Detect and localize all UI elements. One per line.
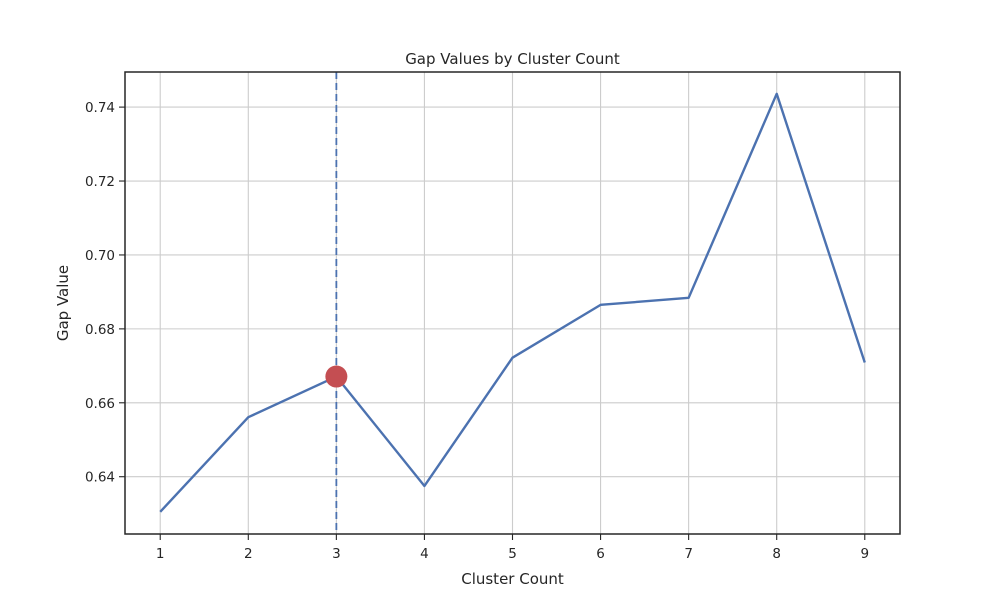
x-tick-label: 9 (860, 546, 869, 562)
data-layer (159, 72, 866, 534)
x-tick-label: 7 (684, 546, 693, 562)
y-tick-label: 0.70 (85, 248, 115, 264)
grid-layer (125, 72, 900, 534)
y-tick-label: 0.64 (85, 470, 115, 486)
optimal-point-marker (325, 365, 348, 388)
x-tick-label: 1 (156, 546, 165, 562)
x-tick-label: 2 (244, 546, 253, 562)
x-tick-label: 4 (420, 546, 429, 562)
x-tick-label: 3 (332, 546, 341, 562)
x-tick-label: 8 (772, 546, 781, 562)
y-tick-label: 0.66 (85, 396, 115, 412)
y-tick-label: 0.74 (85, 100, 115, 116)
y-axis-label: Gap Value (54, 265, 72, 341)
y-tick-label: 0.72 (85, 174, 115, 190)
x-axis-label: Cluster Count (461, 570, 564, 588)
x-tick-label: 6 (596, 546, 605, 562)
gap-series-line (159, 92, 866, 513)
plot-frame (124, 71, 901, 535)
x-tick-label: 5 (508, 546, 517, 562)
tick-layer: 1 2 3 4 5 6 7 8 9 0.64 0.66 0.68 0.70 0.72 0.74 (85, 100, 869, 562)
chart-title: Gap Values by Cluster Count (405, 50, 620, 68)
y-tick-label: 0.68 (85, 322, 115, 338)
